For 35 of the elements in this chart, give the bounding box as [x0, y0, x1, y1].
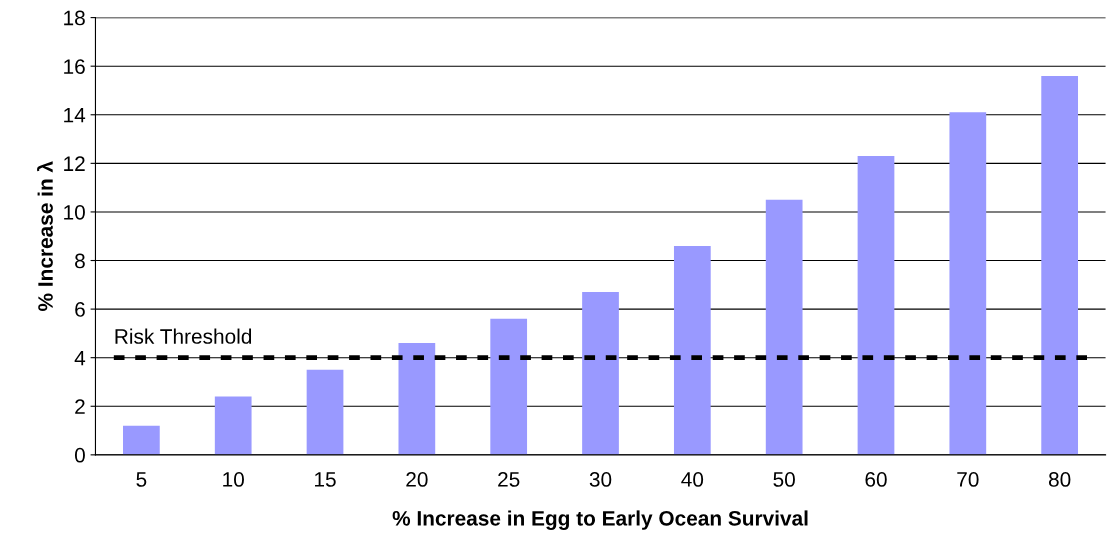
- y-tick-label: 4: [74, 350, 86, 366]
- x-tick-label: 25: [498, 472, 520, 487]
- ref-line-label: Risk Threshold: [115, 328, 252, 344]
- x-tick-label: 15: [315, 472, 336, 487]
- bar: [1041, 75, 1079, 455]
- bar: [398, 343, 436, 455]
- x-tick-label: 60: [865, 472, 887, 487]
- x-axis-title: % Increase in Egg to Early Ocean Survival: [392, 510, 808, 530]
- x-tick-label: 40: [681, 472, 704, 487]
- bar: [765, 199, 803, 455]
- y-axis-title: % Increase in λ: [37, 161, 53, 311]
- y-tick-label: 10: [64, 204, 85, 220]
- y-tick-label: 12: [64, 156, 85, 171]
- x-tick-label: 5: [136, 472, 147, 487]
- y-tick-label: 8: [75, 253, 85, 269]
- y-tick-label: 2: [75, 399, 85, 414]
- y-tick-label: 14: [64, 107, 86, 123]
- bar: [673, 245, 711, 455]
- bar: [949, 112, 987, 455]
- x-tick-label: 20: [406, 472, 428, 487]
- y-tick-label: 0: [74, 447, 85, 463]
- x-tick-label: 80: [1048, 472, 1071, 487]
- bar: [857, 156, 895, 455]
- x-tick-label: 30: [589, 472, 612, 487]
- bar: [123, 425, 160, 455]
- y-tick-label: 16: [64, 59, 85, 74]
- x-tick-label: 50: [773, 472, 795, 487]
- bar: [582, 292, 619, 455]
- bar: [214, 396, 252, 455]
- x-tick-label: 10: [223, 472, 244, 487]
- bar: [306, 369, 344, 455]
- bar: [490, 318, 528, 455]
- x-tick-label: 70: [957, 472, 979, 487]
- y-tick-label: 6: [75, 302, 85, 317]
- y-tick-label: 18: [64, 10, 85, 26]
